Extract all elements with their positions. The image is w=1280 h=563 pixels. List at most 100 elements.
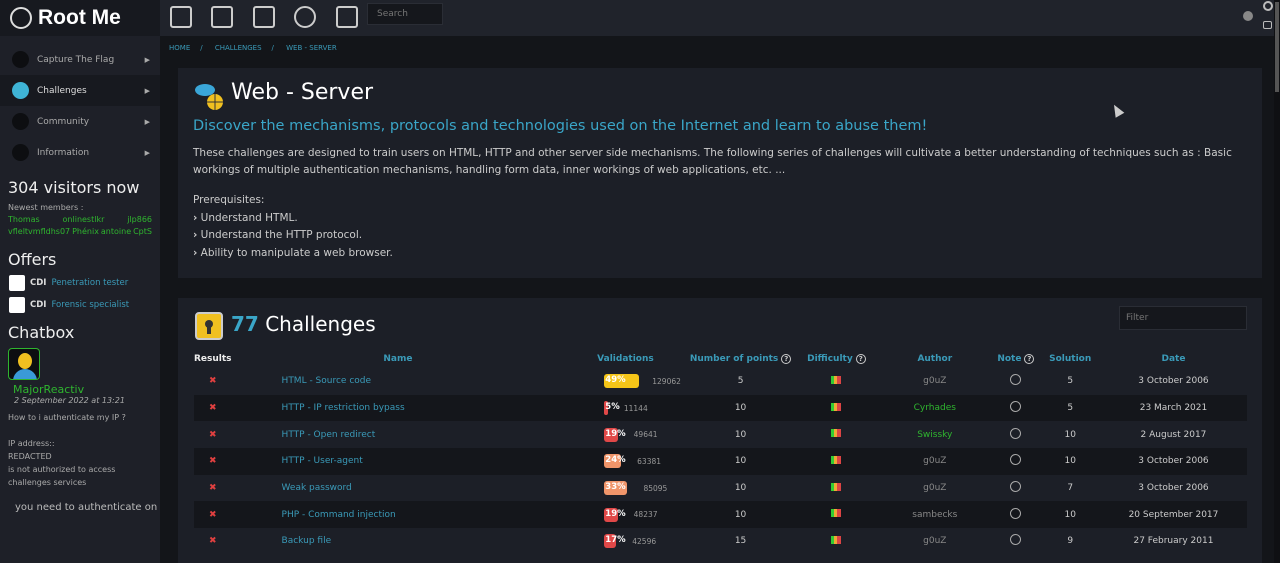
newest-members-label: Newest members :: [8, 203, 84, 212]
breadcrumb-challenges[interactable]: CHALLENGES: [214, 44, 262, 52]
offer-item[interactable]: CDI Forensic specialist: [0, 297, 160, 313]
lock-icon[interactable]: [1263, 21, 1272, 29]
challenge-name[interactable]: Weak password: [281, 483, 352, 494]
solutions-link[interactable]: 9: [1067, 536, 1074, 547]
challenges-title: 77 Challenges: [231, 312, 376, 336]
member-link[interactable]: Thomas: [8, 215, 40, 224]
chat-username[interactable]: MajorReactiv: [13, 383, 85, 396]
solutions-link[interactable]: 5: [1040, 394, 1100, 422]
skull-logo-icon: [10, 7, 32, 29]
column-header-number-of-points[interactable]: Number of points?: [687, 350, 795, 368]
chat-date: 2 September 2022 at 13:21: [14, 396, 125, 405]
table-row[interactable]: ✖ HTTP - IP restriction bypass 5% 11144 10 Cy…: [194, 394, 1247, 422]
search-input[interactable]: [367, 3, 443, 25]
solutions-link[interactable]: 10: [1040, 501, 1100, 529]
author-link[interactable]: Cyrhades: [878, 394, 992, 422]
settings-icon[interactable]: [1263, 1, 1273, 11]
avatar[interactable]: [8, 348, 40, 380]
smiley-rating-icon: [1010, 534, 1022, 546]
table-row[interactable]: ✖ Backup file 17% 42596 15 g0uZ 9 27 February 2…: [194, 528, 1247, 555]
table-row[interactable]: ✖ Weak password 33% 85095 10 g0uZ 7 3 October 2…: [194, 475, 1247, 502]
author-link[interactable]: g0uZ: [923, 536, 947, 547]
sidebar-item-challenges[interactable]: Challenges ▶: [0, 75, 160, 106]
sidebar-item-capture-the-flag[interactable]: Capture The Flag ▶: [0, 44, 160, 75]
help-icon[interactable]: ?: [1024, 354, 1035, 364]
not-validated-icon: ✖: [209, 429, 217, 440]
prerequisite-item: › Understand the HTTP protocol.: [193, 229, 363, 241]
chevron-right-icon: ▶: [144, 86, 150, 95]
member-link[interactable]: CptS: [133, 227, 152, 236]
points: 10: [734, 483, 747, 494]
author-link[interactable]: sambecks: [878, 501, 992, 529]
table-row[interactable]: ✖ HTTP - User-agent 24% 63381 10 g0uZ 10 3 Octo…: [194, 448, 1247, 475]
offer-link[interactable]: Penetration tester: [51, 278, 129, 288]
table-row[interactable]: ✖ HTTP - Open redirect 19% 49641 10 Swissky 10…: [194, 421, 1247, 448]
column-header-date[interactable]: Date: [1100, 350, 1247, 368]
offer-type: CDI: [30, 300, 47, 310]
author-link[interactable]: g0uZ: [923, 376, 947, 387]
member-link[interactable]: jlp866: [127, 215, 152, 224]
smiley-rating-icon: [1010, 401, 1022, 413]
offer-link[interactable]: Forensic specialist: [51, 300, 130, 310]
member-link[interactable]: onlinestlkr: [62, 215, 105, 224]
column-header-validations[interactable]: Validations: [564, 350, 686, 368]
visitors-count: 304 visitors now: [8, 178, 140, 197]
challenges-count: 77: [231, 312, 259, 336]
shop-icon[interactable]: [336, 6, 358, 28]
sidebar-item-label: Community: [37, 116, 90, 127]
help-icon[interactable]: ?: [855, 354, 866, 364]
scrollbar[interactable]: [1274, 0, 1280, 563]
tools-icon[interactable]: [294, 6, 316, 28]
challenge-name[interactable]: Backup file: [281, 536, 332, 547]
solutions-link[interactable]: 5: [1067, 376, 1074, 387]
challenge-name[interactable]: HTTP - User-agent: [231, 448, 565, 475]
points: 10: [686, 394, 795, 422]
help-icon[interactable]: ?: [781, 354, 792, 364]
author-link[interactable]: g0uZ: [878, 448, 992, 475]
column-header-solution[interactable]: Solution: [1040, 350, 1099, 368]
validation-count: 11144: [623, 403, 648, 413]
documentation-icon[interactable]: [253, 6, 275, 28]
result-cell: ✖: [194, 421, 232, 448]
language-globe-icon[interactable]: [1243, 11, 1253, 21]
chevron-right-icon: ▶: [144, 55, 150, 64]
breadcrumb-home[interactable]: HOME: [169, 44, 191, 52]
offers-title: Offers: [8, 250, 57, 269]
column-header-difficulty[interactable]: Difficulty?: [795, 350, 879, 368]
difficulty-cell: [795, 368, 879, 395]
breadcrumb-current[interactable]: WEB - SERVER: [286, 44, 337, 52]
chat-message-line: How to i authenticate my IP ?: [8, 413, 126, 422]
column-header-note[interactable]: Note?: [991, 350, 1040, 368]
smiley-rating-icon: [1010, 507, 1022, 519]
ctf-icon[interactable]: [170, 6, 192, 28]
member-link[interactable]: Phénix: [72, 227, 99, 236]
column-header-results[interactable]: Results: [194, 350, 232, 368]
offer-item[interactable]: CDI Penetration tester: [0, 275, 160, 291]
solutions-link[interactable]: 10: [1064, 429, 1076, 440]
member-link[interactable]: vfleltvmfldhs07: [8, 227, 71, 236]
solutions-link[interactable]: 10: [1040, 448, 1100, 475]
logo[interactable]: Root Me: [0, 0, 160, 36]
author-link[interactable]: Swissky: [917, 429, 953, 440]
challenges-icon[interactable]: [211, 6, 233, 28]
solutions-link[interactable]: 7: [1067, 483, 1074, 494]
challenge-name[interactable]: HTTP - IP restriction bypass: [231, 394, 565, 422]
challenge-name[interactable]: PHP - Command injection: [231, 501, 565, 529]
challenge-name[interactable]: HTML - Source code: [281, 376, 372, 387]
validations: 19% 49641: [564, 427, 686, 442]
filter-input[interactable]: [1119, 306, 1247, 330]
table-row[interactable]: ✖ HTML - Source code 49% 129062 5 g0uZ 5 3 Octo…: [194, 368, 1247, 395]
validation-rate-bar: 19%: [604, 427, 626, 442]
validation-count: 48237: [633, 510, 658, 520]
member-link[interactable]: antoine: [100, 227, 132, 236]
column-header-name[interactable]: Name: [232, 350, 565, 368]
table-row[interactable]: ✖ PHP - Command injection 19% 48237 10 sambec…: [194, 501, 1247, 529]
prerequisite-text: Understand the HTTP protocol.: [200, 229, 363, 241]
sidebar-item-community[interactable]: Community ▶: [0, 106, 160, 137]
sidebar-item-information[interactable]: Information ▶: [0, 137, 160, 168]
validation-rate: 17%: [605, 535, 626, 546]
author-link[interactable]: g0uZ: [923, 483, 947, 494]
column-header-author[interactable]: Author: [878, 350, 991, 368]
challenge-name[interactable]: HTTP - Open redirect: [281, 429, 376, 440]
result-cell: ✖: [194, 368, 232, 395]
